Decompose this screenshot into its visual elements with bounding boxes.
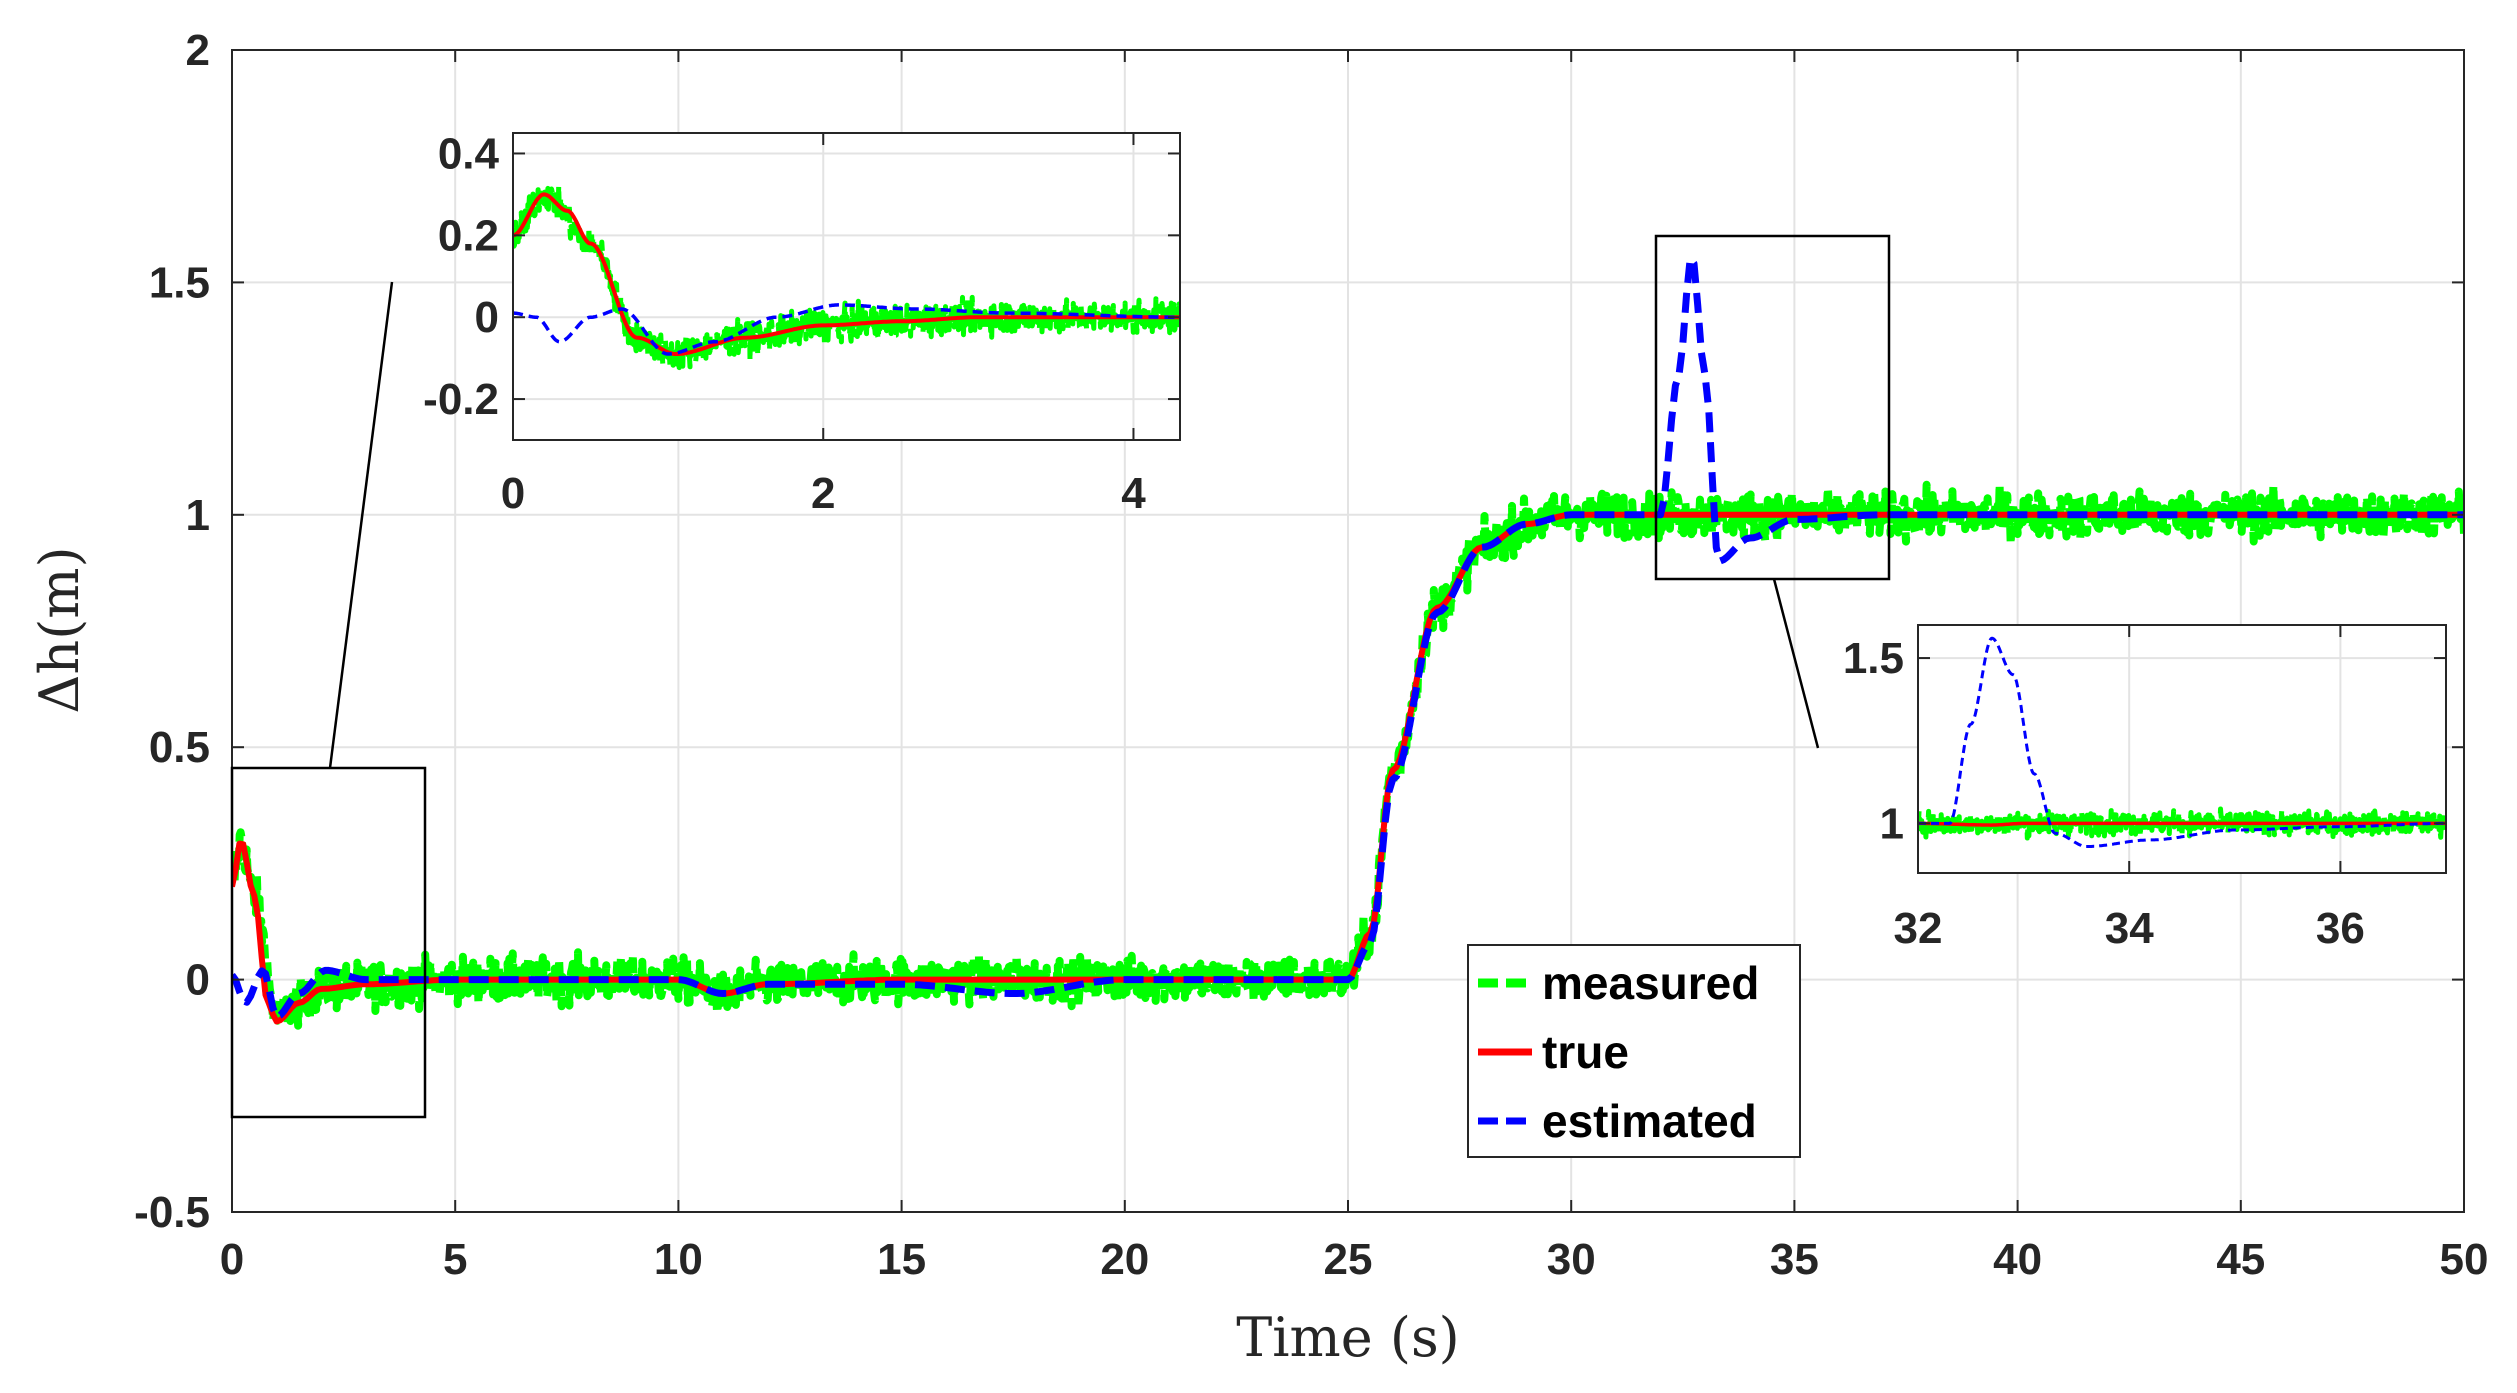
- inset1-series-true: [513, 192, 1180, 356]
- main-series-group: [232, 255, 2464, 1030]
- inset-plot-2: 32 34 36 1 1.5: [1843, 624, 2447, 953]
- inset2-xtick-label: 32: [1894, 904, 1943, 953]
- inset-plot-1: 0 2 4-0.200.20.4: [423, 129, 1181, 518]
- main-ytick-label: 2: [186, 26, 210, 75]
- inset2-series-group: [1918, 636, 2446, 848]
- inset2-ytick-label: 1: [1880, 799, 1904, 848]
- main-xtick-label: 10: [654, 1235, 703, 1284]
- inset1-xtick-label: 4: [1121, 469, 1146, 518]
- main-xtick-label: 50: [2440, 1235, 2489, 1284]
- inset1-ytick-label: 0.4: [438, 129, 500, 178]
- zoom-box-2: [1654, 234, 1891, 581]
- legend-label-estimated: estimated: [1542, 1095, 1757, 1147]
- inset1-series-group: [513, 183, 1180, 371]
- zoom-connector-2: [1772, 578, 1820, 749]
- x-axis-label: Time (s): [1236, 1306, 1459, 1369]
- main-xtick-label: 25: [1324, 1235, 1373, 1284]
- inset2-ytick-label: 1.5: [1843, 634, 1904, 683]
- inset1-xtick-label: 2: [811, 469, 835, 518]
- y-axis-label: Δh(m): [28, 546, 91, 713]
- main-ytick-label: 0.5: [149, 723, 210, 772]
- inset2-ticks: 32 34 36 1 1.5: [1843, 625, 2446, 953]
- main-xtick-label: 45: [2216, 1235, 2265, 1284]
- zoom-annotations: [230, 234, 1891, 1119]
- inset1-series-estimated: [513, 303, 1180, 356]
- inset1-ytick-label: 0.2: [438, 211, 499, 260]
- main-xtick-label: 30: [1547, 1235, 1596, 1284]
- legend-label-measured: measured: [1542, 957, 1759, 1009]
- zoom-box-1: [230, 766, 427, 1119]
- main-ytick-label: 1: [186, 491, 210, 540]
- main-xtick-label: 15: [877, 1235, 926, 1284]
- inset2-xtick-label: 36: [2316, 904, 2365, 953]
- main-xtick-label: 0: [220, 1235, 244, 1284]
- inset2-series-true: [1918, 821, 2446, 827]
- main-ticks: 0 5 10 15 20 25 30 35 40 45 50-0.500.511.52: [134, 26, 2488, 1284]
- legend: measured true estimated: [1467, 944, 1801, 1158]
- main-xtick-label: 20: [1100, 1235, 1149, 1284]
- main-xtick-label: 5: [443, 1235, 467, 1284]
- main-ytick-label: 1.5: [149, 258, 210, 307]
- main-xtick-label: 40: [1993, 1235, 2042, 1284]
- legend-label-true: true: [1542, 1026, 1629, 1078]
- inset1-xtick-label: 0: [501, 469, 525, 518]
- inset2-xtick-label: 34: [2105, 904, 2154, 953]
- main-ytick-label: 0: [186, 956, 210, 1005]
- inset1-ticks: 0 2 4-0.200.20.4: [423, 129, 1180, 518]
- inset2-series-estimated: [1918, 636, 2446, 848]
- main-series-estimated: [232, 255, 2464, 1021]
- zoom-connector-1: [328, 281, 394, 769]
- main-xtick-label: 35: [1770, 1235, 1819, 1284]
- inset1-ytick-label: -0.2: [423, 375, 499, 424]
- main-ytick-label: -0.5: [134, 1188, 210, 1237]
- inset1-ytick-label: 0: [475, 293, 499, 342]
